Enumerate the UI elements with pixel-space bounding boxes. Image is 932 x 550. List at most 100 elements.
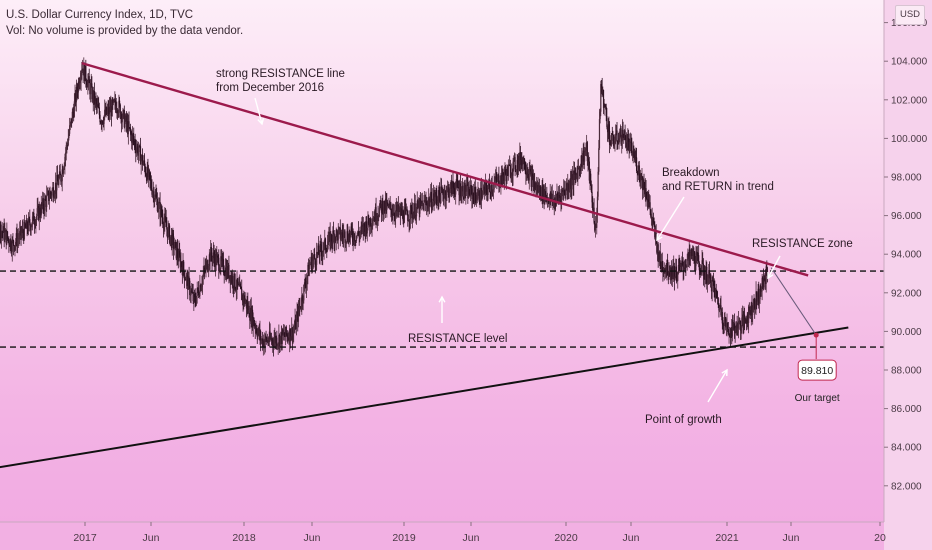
candle-body: [470, 185, 472, 189]
candle-body: [105, 107, 107, 115]
candle-body: [13, 240, 15, 246]
candle-body: [225, 267, 227, 279]
candle-body: [8, 239, 10, 245]
candle-body: [175, 242, 177, 243]
candle-body: [108, 106, 111, 115]
candle-body: [204, 267, 206, 269]
candle-body: [286, 334, 288, 336]
x-tick-label: Jun: [143, 532, 160, 544]
support-trend-line[interactable]: [0, 326, 849, 471]
candle-body: [367, 215, 369, 229]
price-axis[interactable]: 82.000 84.000 86.000 88.000 90.000 92.000 94.0…: [883, 0, 932, 550]
candle-body: [247, 305, 250, 310]
candle-body: [110, 106, 112, 113]
candle-body: [492, 189, 494, 192]
candle-body: [324, 238, 327, 250]
candle-body: [104, 109, 106, 117]
candle-body: [64, 152, 67, 157]
candle-body: [712, 280, 715, 286]
candle-body: [554, 200, 556, 208]
candle-body: [106, 107, 108, 114]
candle-body: [62, 168, 65, 174]
candle-body: [133, 140, 136, 142]
candle-body: [349, 233, 351, 238]
candle-body: [297, 305, 300, 322]
candle-body: [539, 186, 541, 192]
candle-body: [442, 195, 445, 200]
x-tick-label: 2019: [392, 532, 416, 544]
candle-body: [188, 276, 190, 281]
candle-body: [40, 214, 42, 216]
candle-body: [745, 319, 747, 323]
candle-body: [738, 320, 740, 322]
candle-body: [557, 194, 559, 198]
candle-body: [638, 165, 640, 174]
candle-body: [647, 199, 649, 202]
candle-body: [298, 305, 300, 309]
candle-body: [249, 307, 252, 321]
candle-body: [731, 320, 734, 337]
candle-body: [665, 267, 667, 270]
candle-body: [698, 255, 700, 263]
candle-body: [506, 166, 508, 182]
candle-body: [391, 213, 393, 216]
candle-body: [503, 176, 505, 181]
candle-body: [275, 337, 277, 344]
candle-body: [572, 174, 574, 186]
candle-body: [57, 181, 59, 185]
candle-body: [54, 193, 56, 197]
candle-body: [523, 158, 526, 170]
resistance-trend-line[interactable]: [81, 61, 809, 277]
candle-body: [334, 237, 337, 241]
candle-body: [413, 212, 415, 220]
candle-body: [92, 90, 94, 102]
candle-body: [525, 171, 527, 175]
candle-body: [637, 172, 639, 174]
candle-body: [424, 199, 426, 203]
candle-body: [544, 191, 547, 198]
candle-body: [541, 185, 543, 200]
candle-body: [759, 286, 761, 300]
candle-body: [265, 335, 267, 339]
candle-body: [533, 182, 535, 188]
candle-body: [584, 150, 586, 153]
candle-body: [347, 240, 349, 243]
time-axis[interactable]: 2017 Jun 2018 Jun 2019 Jun 2020 Jun 2021 Jun 20: [0, 521, 886, 550]
candle-body: [408, 219, 410, 222]
candle-body: [255, 328, 258, 334]
candle-body: [400, 208, 402, 216]
trend-lines-layer[interactable]: 93.12689.191: [0, 61, 932, 471]
candle-body: [52, 187, 55, 198]
candle-body: [604, 104, 606, 107]
candle-body: [393, 212, 395, 216]
candle-body: [629, 142, 631, 152]
candle-body: [1, 231, 3, 233]
candle-body: [373, 216, 375, 221]
candle-body: [579, 167, 581, 170]
candle-body: [270, 338, 272, 340]
candle-body: [615, 133, 617, 142]
candle-body: [44, 198, 46, 211]
candle-body: [478, 190, 480, 202]
candle-body: [457, 187, 460, 189]
candle-body: [210, 247, 212, 256]
candle-body: [50, 192, 52, 194]
candle-body: [496, 179, 498, 182]
candle-body: [250, 307, 252, 324]
candle-body: [0, 224, 2, 239]
candle-body: [180, 262, 182, 268]
candle-body: [67, 145, 69, 147]
candle-body: [594, 222, 596, 231]
candle-body: [166, 227, 168, 230]
candle-body: [123, 110, 125, 128]
candle-body: [158, 202, 160, 210]
candle-body: [749, 310, 751, 311]
candle-body: [223, 272, 225, 275]
candle-body: [590, 173, 592, 186]
currency-badge[interactable]: USD: [895, 5, 925, 25]
candle-body: [369, 218, 371, 227]
candle-body: [218, 271, 221, 272]
candle-body: [75, 86, 77, 103]
